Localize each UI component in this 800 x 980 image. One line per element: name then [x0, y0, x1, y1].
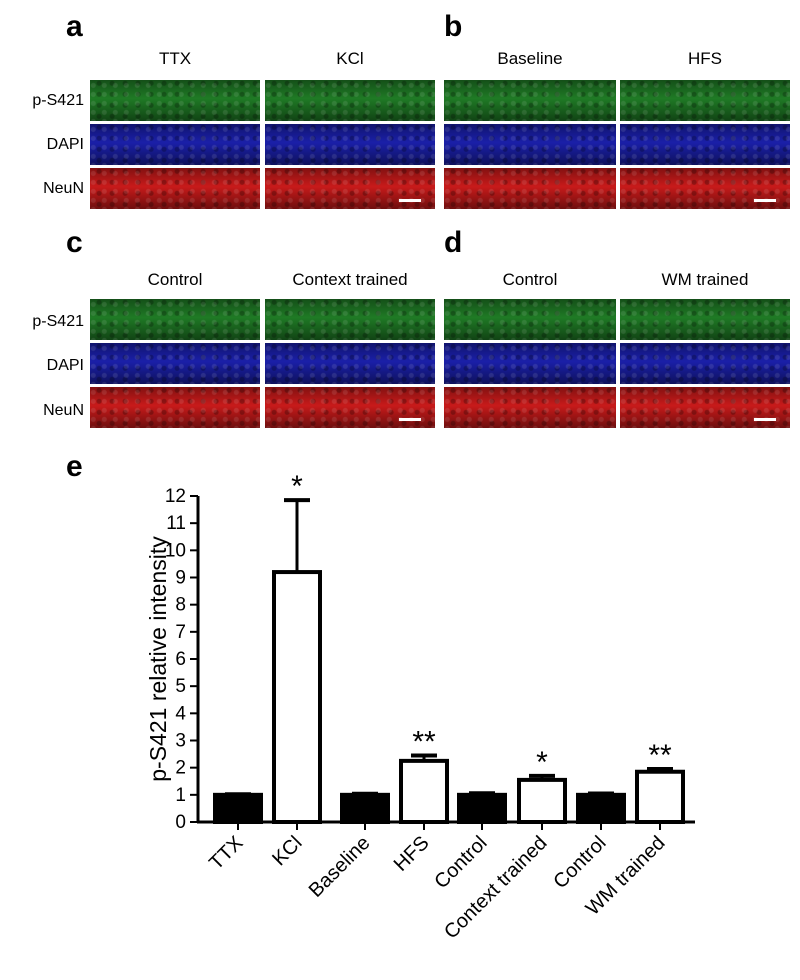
row-label-neun-top: NeuN	[43, 180, 84, 197]
micrograph-d-1-dapi	[444, 343, 616, 384]
micrograph-d-1-neun	[444, 387, 616, 428]
x-tick-label-2: Baseline	[305, 832, 375, 902]
micrograph-c-1-neun	[90, 387, 260, 428]
row-label-dapi-top: DAPI	[46, 136, 84, 153]
col-title-d-1: Control	[502, 270, 558, 289]
micrograph-a-2-neun	[265, 168, 435, 209]
y-tick-label-10: 10	[165, 540, 186, 561]
y-tick-label-4: 4	[175, 703, 186, 724]
micrograph-b-1-dapi	[444, 124, 616, 165]
col-title-b-1: Baseline	[497, 49, 563, 68]
micrograph-c-1-dapi	[90, 343, 260, 384]
x-tick-label-5: Context trained	[440, 832, 551, 943]
bar-2	[340, 792, 390, 825]
scale-bar-c	[399, 418, 421, 421]
micrograph-a-1-dapi	[90, 124, 260, 165]
panel-letter-d: d	[444, 226, 463, 259]
bar-1	[272, 570, 322, 824]
y-tick-label-12: 12	[165, 486, 186, 507]
y-tick-label-2: 2	[175, 758, 186, 779]
row-label-ps421-top: p-S421	[32, 92, 84, 109]
significance-3: **	[412, 725, 436, 758]
x-tick-label-4: Control	[430, 832, 491, 893]
micrograph-d-2-ps421	[620, 299, 790, 340]
col-title-d-2: WM trained	[661, 270, 749, 289]
y-tick-label-3: 3	[175, 731, 186, 752]
micrograph-b-2-ps421	[620, 80, 790, 121]
panel-letter-a: a	[66, 10, 83, 43]
x-tick-label-0: TTX	[205, 832, 247, 874]
col-title-b-2: HFS	[688, 49, 722, 68]
scale-bar-d	[754, 418, 776, 421]
bar-7	[635, 769, 685, 825]
row-label-ps421-bottom: p-S421	[32, 313, 84, 330]
bar-4	[457, 792, 507, 825]
y-tick-label-5: 5	[175, 676, 186, 697]
micrograph-d-2-neun	[620, 387, 790, 428]
micrograph-d-2-dapi	[620, 343, 790, 384]
scale-bar-a	[399, 199, 421, 202]
panel-letter-e: e	[66, 450, 83, 483]
y-axis-label: p-S421 relative intensity	[145, 536, 171, 782]
micrograph-a-1-neun	[90, 168, 260, 209]
micrograph-b-1-neun	[444, 168, 616, 209]
bar-5	[517, 777, 567, 824]
micrograph-d-1-ps421	[444, 299, 616, 340]
micrograph-a-1-ps421	[90, 80, 260, 121]
y-tick-label-0: 0	[175, 812, 186, 833]
micrograph-a-2-dapi	[265, 124, 435, 165]
bar-0	[213, 792, 263, 825]
panel-letter-b: b	[444, 10, 463, 43]
micrograph-b-2-neun	[620, 168, 790, 209]
y-tick-label-8: 8	[175, 595, 186, 616]
significance-5: *	[536, 746, 548, 779]
col-title-c-1: Control	[147, 270, 203, 289]
y-tick-label-7: 7	[175, 622, 186, 643]
micrograph-c-2-dapi	[265, 343, 435, 384]
scale-bar-b	[754, 199, 776, 202]
y-tick-label-11: 11	[166, 513, 186, 534]
micrograph-a-2-ps421	[265, 80, 435, 121]
micrograph-c-1-ps421	[90, 299, 260, 340]
micrograph-b-1-ps421	[444, 80, 616, 121]
x-tick-label-1: KCl	[268, 832, 306, 870]
bar-3	[399, 758, 449, 824]
y-tick-label-9: 9	[175, 568, 186, 589]
micrograph-b-2-dapi	[620, 124, 790, 165]
significance-1: *	[291, 470, 303, 503]
row-label-dapi-bottom: DAPI	[46, 357, 84, 374]
micrograph-c-2-ps421	[265, 299, 435, 340]
significance-7: **	[648, 739, 672, 772]
micrograph-c-2-neun	[265, 387, 435, 428]
panel-letter-c: c	[66, 226, 83, 259]
col-title-c-2: Context trained	[292, 270, 408, 289]
y-tick-label-1: 1	[175, 785, 186, 806]
bar-6	[576, 792, 626, 825]
col-title-a-1: TTX	[158, 49, 192, 68]
col-title-a-2: KCl	[336, 49, 364, 68]
x-tick-label-3: HFS	[390, 832, 434, 876]
y-tick-label-6: 6	[175, 649, 186, 670]
row-label-neun-bottom: NeuN	[43, 402, 84, 419]
